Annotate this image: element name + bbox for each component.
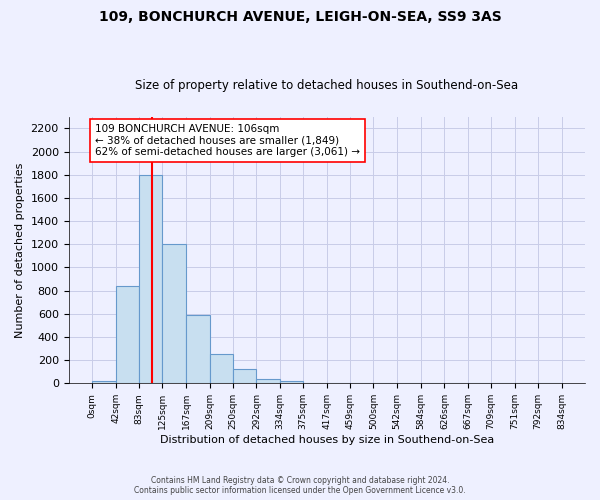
Bar: [92, 381, 116, 384]
Text: 109 BONCHURCH AVENUE: 106sqm
← 38% of detached houses are smaller (1,849)
62% of: 109 BONCHURCH AVENUE: 106sqm ← 38% of de…: [95, 124, 360, 157]
Bar: [186, 315, 209, 384]
Title: Size of property relative to detached houses in Southend-on-Sea: Size of property relative to detached ho…: [135, 79, 518, 92]
Bar: [163, 244, 186, 384]
Y-axis label: Number of detached properties: Number of detached properties: [15, 162, 25, 338]
Bar: [209, 354, 233, 384]
Bar: [139, 174, 163, 384]
Bar: [116, 286, 139, 384]
X-axis label: Distribution of detached houses by size in Southend-on-Sea: Distribution of detached houses by size …: [160, 435, 494, 445]
Bar: [280, 381, 303, 384]
Text: Contains HM Land Registry data © Crown copyright and database right 2024.
Contai: Contains HM Land Registry data © Crown c…: [134, 476, 466, 495]
Text: 109, BONCHURCH AVENUE, LEIGH-ON-SEA, SS9 3AS: 109, BONCHURCH AVENUE, LEIGH-ON-SEA, SS9…: [98, 10, 502, 24]
Bar: [256, 378, 280, 384]
Bar: [233, 370, 256, 384]
